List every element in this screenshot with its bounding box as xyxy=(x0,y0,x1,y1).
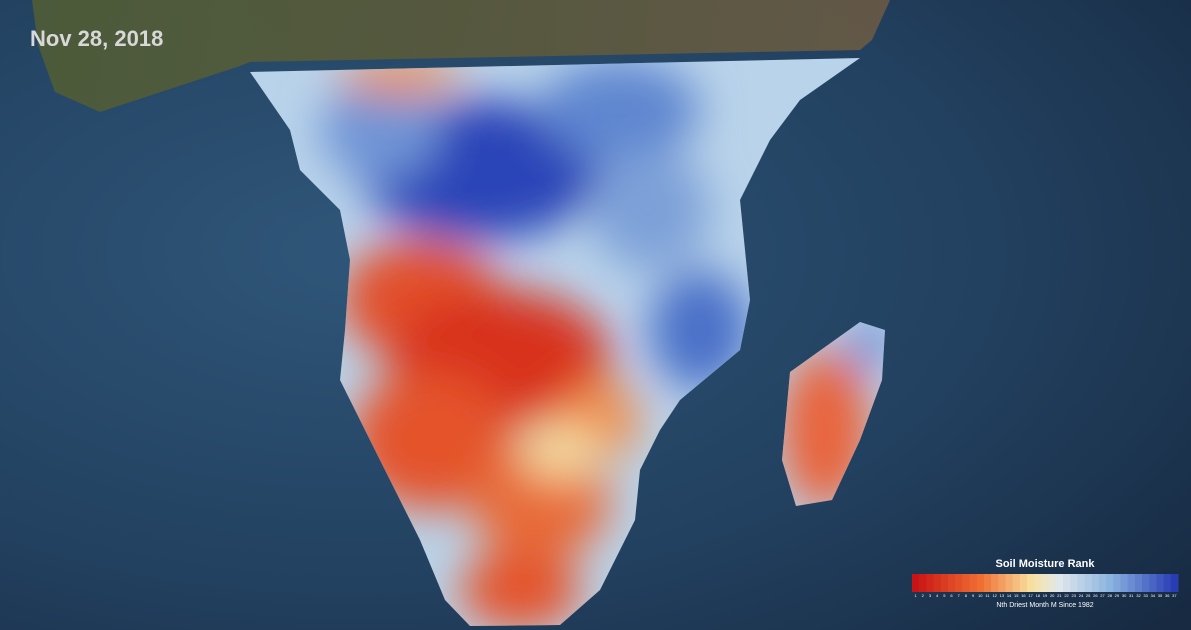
legend-swatch xyxy=(1084,574,1093,592)
legend-swatch xyxy=(1055,574,1064,592)
legend-swatch xyxy=(1070,574,1078,592)
legend-swatch xyxy=(1142,574,1150,592)
legend-swatch xyxy=(1077,574,1086,592)
legend-rank-label: 29 xyxy=(1115,593,1120,598)
legend-swatch xyxy=(991,574,999,592)
legend-swatch xyxy=(933,574,942,592)
legend-swatch xyxy=(1027,574,1035,592)
legend-swatch xyxy=(1113,574,1121,592)
legend-rank-label: 5 xyxy=(943,593,946,598)
legend-swatch xyxy=(912,574,920,592)
legend-caption: Nth Driest Month M Since 1982 xyxy=(996,602,1093,609)
legend-rank-label: 2 xyxy=(922,593,925,598)
legend-rank-label: 15 xyxy=(1014,593,1019,598)
legend-swatch xyxy=(1134,574,1143,592)
legend-rank-label: 16 xyxy=(1021,593,1026,598)
legend-swatch xyxy=(955,574,963,592)
legend-rank-label: 4 xyxy=(936,593,939,598)
legend-rank-label: 28 xyxy=(1107,593,1112,598)
legend-rank-label: 22 xyxy=(1064,593,1069,598)
legend-swatch xyxy=(983,574,992,592)
legend-rank-label: 30 xyxy=(1122,593,1127,598)
legend-swatch xyxy=(1034,574,1042,592)
legend-rank-label: 18 xyxy=(1036,593,1041,598)
legend-rank-label: 1 xyxy=(914,593,917,598)
legend-swatch xyxy=(940,574,949,592)
legend-swatch xyxy=(926,574,935,592)
legend-swatch xyxy=(1149,574,1157,592)
legend-rank-label: 25 xyxy=(1086,593,1091,598)
legend-rank-label: 10 xyxy=(978,593,983,598)
legend-rank-label: 17 xyxy=(1028,593,1033,598)
legend-colorbar: 1 2 3 4 5 6 7 8 9 10 11 12 13 14 15 16 17 18 19 20 21 22 23 24 2… xyxy=(912,574,1179,598)
legend-swatch xyxy=(1156,574,1165,592)
legend-swatch xyxy=(1062,574,1071,592)
north-africa xyxy=(32,0,890,112)
legend-rank-label: 32 xyxy=(1136,593,1141,598)
legend-rank-label: 8 xyxy=(965,593,968,598)
legend-rank-label: 19 xyxy=(1043,593,1048,598)
legend-rank-label: 36 xyxy=(1165,593,1170,598)
legend-swatch xyxy=(976,574,985,592)
legend-rank-label: 3 xyxy=(929,593,932,598)
legend-swatch xyxy=(969,574,978,592)
legend-rank-label: 23 xyxy=(1072,593,1077,598)
legend-swatch xyxy=(1041,574,1050,592)
legend-rank-label: 27 xyxy=(1100,593,1105,598)
legend-swatch xyxy=(1048,574,1057,592)
legend-swatch xyxy=(1127,574,1136,592)
legend-rank-label: 35 xyxy=(1158,593,1163,598)
legend-swatch xyxy=(919,574,927,592)
legend-rank-label: 13 xyxy=(1000,593,1005,598)
legend-swatch xyxy=(1170,574,1179,592)
legend-rank-label: 7 xyxy=(958,593,961,598)
legend-swatch xyxy=(1005,574,1014,592)
legend-rank-label: 6 xyxy=(950,593,953,598)
legend-rank-label: 31 xyxy=(1129,593,1134,598)
legend-rank-label: 9 xyxy=(972,593,975,598)
legend-rank-label: 34 xyxy=(1151,593,1156,598)
legend-rank-label: 20 xyxy=(1050,593,1055,598)
legend-swatch xyxy=(962,574,971,592)
legend-rank-label: 24 xyxy=(1079,593,1084,598)
legend-swatch xyxy=(1163,574,1172,592)
legend-swatch xyxy=(1098,574,1107,592)
legend-swatch xyxy=(1012,574,1021,592)
legend-rank-label: 33 xyxy=(1143,593,1148,598)
legend-swatch xyxy=(1106,574,1114,592)
legend-rank-label: 11 xyxy=(985,593,990,598)
date-label: Nov 28, 2018 xyxy=(30,26,163,51)
legend-swatch xyxy=(947,574,956,592)
legend-rank-label: 21 xyxy=(1057,593,1062,598)
legend-rank-label: 26 xyxy=(1093,593,1098,598)
legend-swatch xyxy=(998,574,1006,592)
legend-title: Soil Moisture Rank xyxy=(995,558,1095,570)
legend-rank-label: 37 xyxy=(1172,593,1177,598)
legend-swatch xyxy=(1019,574,1028,592)
legend-rank-label: 12 xyxy=(992,593,997,598)
legend-swatch xyxy=(1120,574,1129,592)
legend-rank-label: 14 xyxy=(1007,593,1012,598)
legend-swatch xyxy=(1091,574,1100,592)
